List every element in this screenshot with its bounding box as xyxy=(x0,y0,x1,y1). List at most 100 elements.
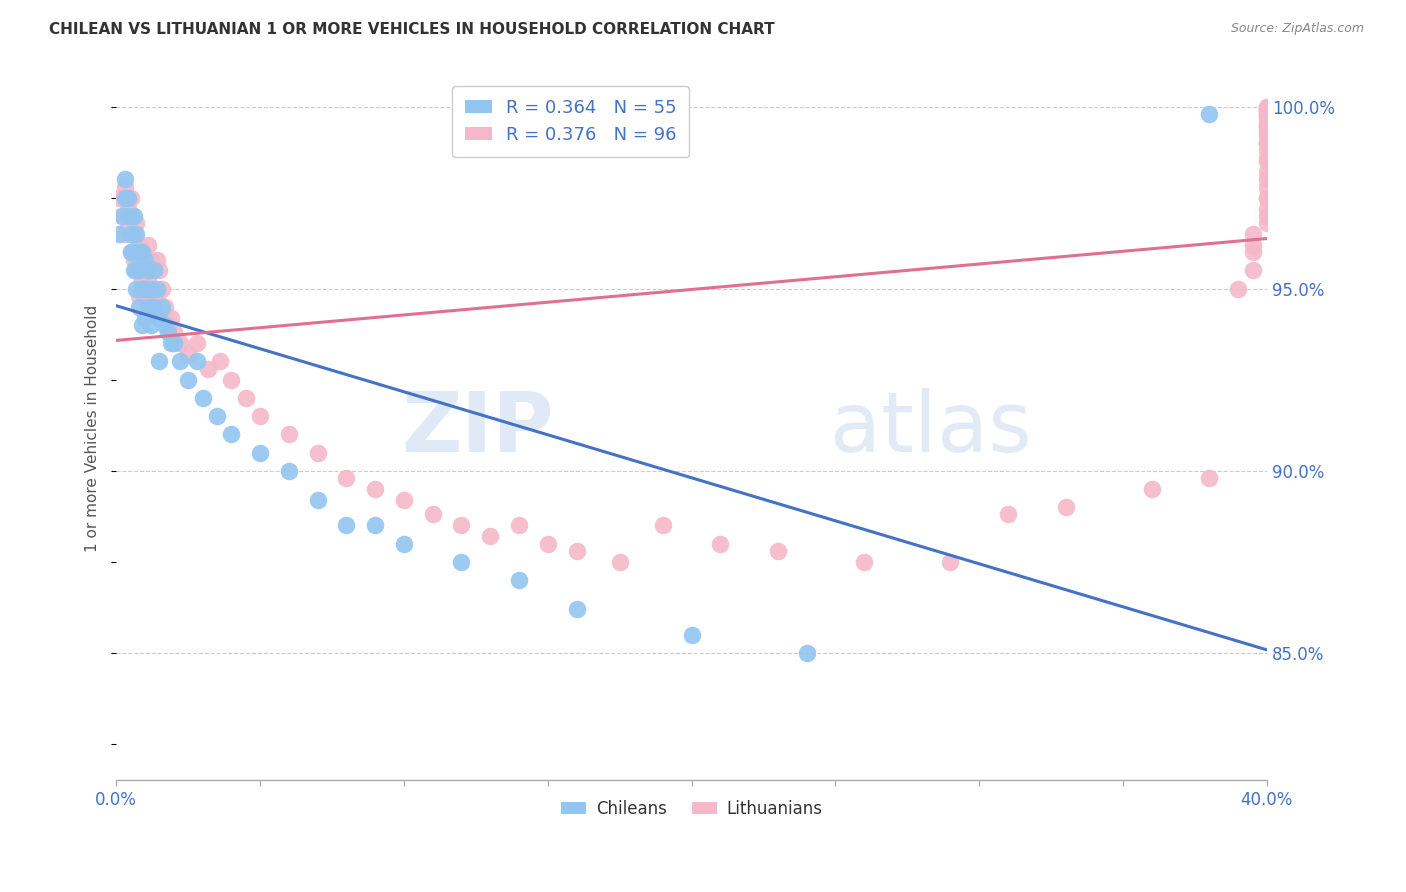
Point xyxy=(125,252,148,267)
Point xyxy=(153,318,176,332)
Point xyxy=(139,289,162,303)
Point xyxy=(136,263,159,277)
Point xyxy=(450,518,472,533)
Point xyxy=(114,179,136,194)
Point xyxy=(681,627,703,641)
Point xyxy=(651,518,673,533)
Point xyxy=(114,227,136,241)
Point xyxy=(111,209,134,223)
Point xyxy=(160,336,183,351)
Point xyxy=(139,318,162,332)
Point xyxy=(177,373,200,387)
Point xyxy=(157,318,180,332)
Point xyxy=(1256,136,1278,150)
Point xyxy=(364,482,387,496)
Point xyxy=(1227,282,1250,296)
Point xyxy=(1256,165,1278,179)
Point xyxy=(117,216,139,230)
Point xyxy=(120,209,142,223)
Point xyxy=(125,282,148,296)
Point xyxy=(120,191,142,205)
Point xyxy=(169,354,191,368)
Point xyxy=(709,536,731,550)
Point xyxy=(136,274,159,288)
Point xyxy=(148,263,170,277)
Point xyxy=(136,300,159,314)
Point xyxy=(1140,482,1163,496)
Point xyxy=(1256,216,1278,230)
Point xyxy=(145,282,167,296)
Point xyxy=(1241,263,1264,277)
Point xyxy=(609,555,631,569)
Point xyxy=(1256,103,1278,118)
Point xyxy=(1256,111,1278,125)
Point xyxy=(131,245,153,260)
Point xyxy=(122,245,145,260)
Point xyxy=(131,318,153,332)
Point xyxy=(145,252,167,267)
Point xyxy=(125,263,148,277)
Text: atlas: atlas xyxy=(830,388,1032,469)
Point xyxy=(163,326,186,340)
Point xyxy=(1256,172,1278,186)
Point xyxy=(142,300,165,314)
Point xyxy=(131,274,153,288)
Point xyxy=(160,310,183,325)
Point xyxy=(128,263,150,277)
Point xyxy=(114,191,136,205)
Point xyxy=(939,555,962,569)
Point xyxy=(335,518,357,533)
Point xyxy=(134,282,156,296)
Point xyxy=(197,361,219,376)
Point xyxy=(134,252,156,267)
Point xyxy=(177,347,200,361)
Point xyxy=(117,191,139,205)
Point xyxy=(1256,121,1278,136)
Point xyxy=(335,471,357,485)
Point xyxy=(122,263,145,277)
Point xyxy=(148,310,170,325)
Point xyxy=(150,282,173,296)
Point xyxy=(131,245,153,260)
Point xyxy=(796,646,818,660)
Point xyxy=(307,445,329,459)
Point xyxy=(128,289,150,303)
Point xyxy=(537,536,560,550)
Point xyxy=(142,300,165,314)
Point xyxy=(392,492,415,507)
Point xyxy=(108,191,131,205)
Point xyxy=(1256,99,1278,113)
Point xyxy=(1241,227,1264,241)
Point xyxy=(186,354,208,368)
Point xyxy=(128,263,150,277)
Point xyxy=(766,544,789,558)
Point xyxy=(221,373,243,387)
Point xyxy=(1256,99,1278,113)
Point xyxy=(1256,191,1278,205)
Point xyxy=(508,573,530,587)
Point xyxy=(565,602,588,616)
Point xyxy=(1256,128,1278,143)
Point xyxy=(191,391,214,405)
Point xyxy=(136,238,159,252)
Point xyxy=(139,252,162,267)
Point xyxy=(120,245,142,260)
Point xyxy=(125,216,148,230)
Point xyxy=(1256,154,1278,169)
Point xyxy=(997,508,1019,522)
Point xyxy=(208,354,231,368)
Point xyxy=(508,518,530,533)
Point xyxy=(205,409,228,424)
Text: Source: ZipAtlas.com: Source: ZipAtlas.com xyxy=(1230,22,1364,36)
Point xyxy=(139,282,162,296)
Point xyxy=(450,555,472,569)
Point xyxy=(148,310,170,325)
Point xyxy=(1256,191,1278,205)
Point xyxy=(150,300,173,314)
Point xyxy=(108,227,131,241)
Point xyxy=(277,464,299,478)
Point xyxy=(169,336,191,351)
Point xyxy=(1256,103,1278,118)
Point xyxy=(1256,179,1278,194)
Point xyxy=(145,289,167,303)
